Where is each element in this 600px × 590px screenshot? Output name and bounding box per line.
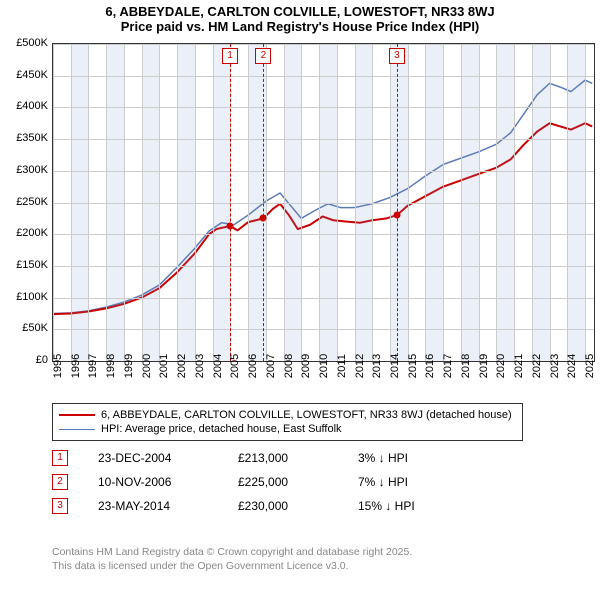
vgrid <box>213 44 214 361</box>
vgrid <box>585 44 586 361</box>
ytick-label: £0 <box>2 354 48 366</box>
vgrid <box>443 44 444 361</box>
vgrid <box>142 44 143 361</box>
hgrid <box>53 76 594 77</box>
sale-pct: 3% ↓ HPI <box>358 451 458 465</box>
vgrid <box>319 44 320 361</box>
sales-table: 1 23-DEC-2004 £213,000 3% ↓ HPI 2 10-NOV-2006… <box>52 450 458 522</box>
vgrid <box>53 44 54 361</box>
sale-price: £213,000 <box>238 451 328 465</box>
sales-row: 2 10-NOV-2006 £225,000 7% ↓ HPI <box>52 474 458 490</box>
legend-swatch-hpi <box>59 429 95 430</box>
ytick-label: £50K <box>2 322 48 334</box>
vgrid <box>106 44 107 361</box>
hgrid <box>53 44 594 45</box>
legend: 6, ABBEYDALE, CARLTON COLVILLE, LOWESTOF… <box>52 403 523 441</box>
sale-pct: 7% ↓ HPI <box>358 475 458 489</box>
sale-marker-box: 1 <box>222 48 238 64</box>
sale-dot <box>260 215 267 222</box>
vgrid <box>195 44 196 361</box>
sales-row: 3 23-MAY-2014 £230,000 15% ↓ HPI <box>52 498 458 514</box>
vgrid <box>177 44 178 361</box>
title-line-1: 6, ABBEYDALE, CARLTON COLVILLE, LOWESTOF… <box>0 4 600 19</box>
sale-dot <box>227 222 234 229</box>
legend-label-hpi: HPI: Average price, detached house, East… <box>101 423 342 435</box>
vgrid <box>550 44 551 361</box>
vgrid <box>71 44 72 361</box>
vgrid <box>301 44 302 361</box>
legend-label-subject: 6, ABBEYDALE, CARLTON COLVILLE, LOWESTOF… <box>101 409 512 421</box>
sale-marker-line <box>230 44 231 361</box>
ytick-label: £400K <box>2 100 48 112</box>
vgrid <box>355 44 356 361</box>
sale-price: £225,000 <box>238 475 328 489</box>
sale-marker-3: 3 <box>52 498 68 514</box>
vgrid <box>514 44 515 361</box>
hgrid <box>53 171 594 172</box>
sale-date: 23-DEC-2004 <box>98 451 208 465</box>
vgrid <box>88 44 89 361</box>
vgrid <box>567 44 568 361</box>
hgrid <box>53 107 594 108</box>
ytick-label: £300K <box>2 164 48 176</box>
sale-date: 10-NOV-2006 <box>98 475 208 489</box>
ytick-label: £150K <box>2 259 48 271</box>
hgrid <box>53 203 594 204</box>
ytick-label: £450K <box>2 69 48 81</box>
legend-swatch-subject <box>59 414 95 416</box>
vgrid <box>390 44 391 361</box>
vgrid <box>408 44 409 361</box>
xtick-label: 2025 <box>584 354 600 378</box>
vgrid <box>124 44 125 361</box>
hgrid <box>53 139 594 140</box>
ytick-label: £500K <box>2 37 48 49</box>
vgrid <box>337 44 338 361</box>
legend-row-subject: 6, ABBEYDALE, CARLTON COLVILLE, LOWESTOF… <box>59 408 512 422</box>
vgrid <box>248 44 249 361</box>
vgrid <box>479 44 480 361</box>
ytick-label: £100K <box>2 291 48 303</box>
sale-dot <box>393 212 400 219</box>
sale-marker-box: 2 <box>255 48 271 64</box>
hgrid <box>53 298 594 299</box>
sale-marker-1: 1 <box>52 450 68 466</box>
sale-price: £230,000 <box>238 499 328 513</box>
sales-row: 1 23-DEC-2004 £213,000 3% ↓ HPI <box>52 450 458 466</box>
chart-container: 6, ABBEYDALE, CARLTON COLVILLE, LOWESTOF… <box>0 0 600 590</box>
chart-area: 1 2 3 £0 £50K £100K £150K £200K £250K £300K £350K… <box>0 43 600 398</box>
ytick-label: £200K <box>2 227 48 239</box>
sale-marker-box: 3 <box>389 48 405 64</box>
footer-line-2: This data is licensed under the Open Gov… <box>52 560 412 574</box>
vgrid <box>532 44 533 361</box>
vgrid <box>372 44 373 361</box>
footer: Contains HM Land Registry data © Crown c… <box>52 546 412 573</box>
footer-line-1: Contains HM Land Registry data © Crown c… <box>52 546 412 560</box>
plot-area: 1 2 3 <box>52 43 595 362</box>
legend-row-hpi: HPI: Average price, detached house, East… <box>59 422 512 436</box>
sale-marker-line <box>397 44 398 361</box>
hgrid <box>53 266 594 267</box>
vgrid <box>496 44 497 361</box>
hgrid <box>53 329 594 330</box>
vgrid <box>425 44 426 361</box>
ytick-label: £350K <box>2 132 48 144</box>
vgrid <box>266 44 267 361</box>
vgrid <box>159 44 160 361</box>
sale-marker-line <box>263 44 264 361</box>
vgrid <box>284 44 285 361</box>
title-line-2: Price paid vs. HM Land Registry's House … <box>0 19 600 34</box>
vgrid <box>461 44 462 361</box>
sale-date: 23-MAY-2014 <box>98 499 208 513</box>
ytick-label: £250K <box>2 196 48 208</box>
hgrid <box>53 234 594 235</box>
sale-marker-2: 2 <box>52 474 68 490</box>
sale-pct: 15% ↓ HPI <box>358 499 458 513</box>
